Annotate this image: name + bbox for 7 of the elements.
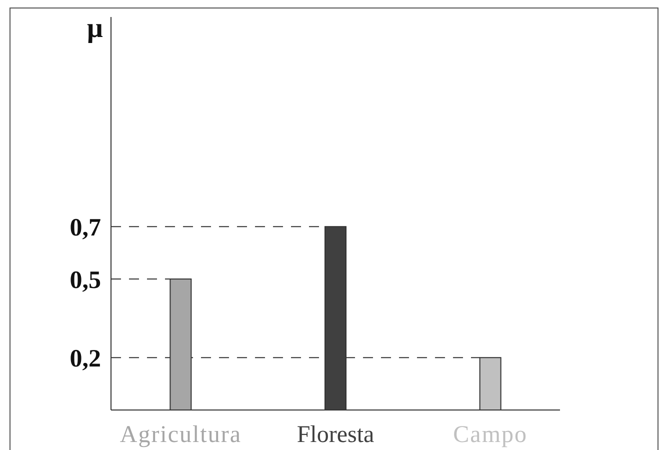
x-tick-label: Floresta [296, 422, 375, 448]
y-tick-label: 0,5 [70, 266, 101, 294]
y-tick-label: 0,7 [70, 214, 101, 242]
x-tick-label: Agricultura [120, 422, 242, 448]
y-axis-title: µ [86, 13, 103, 44]
x-tick-label: Campo [453, 422, 528, 448]
y-tick-label: 0,2 [70, 345, 101, 372]
